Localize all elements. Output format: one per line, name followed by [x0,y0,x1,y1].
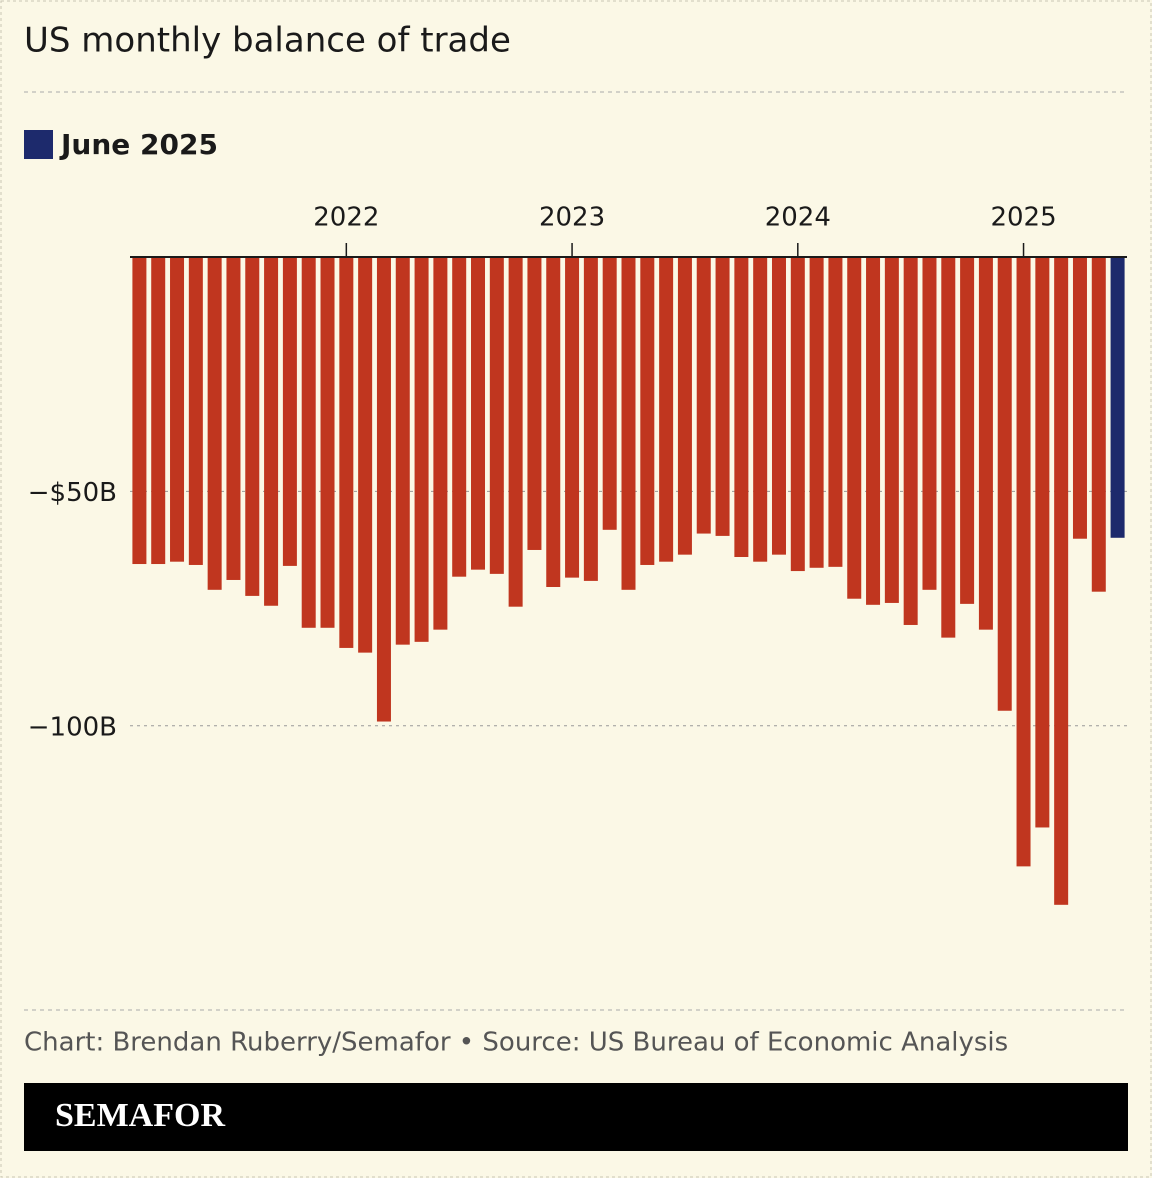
x-tick-label: 2025 [990,203,1056,233]
bar [1016,257,1031,867]
bar [358,257,373,653]
source: Chart: Brendan Ruberry/Semafor • Source:… [24,1028,1008,1058]
bar [395,257,410,645]
bar [677,257,692,555]
bar [790,257,805,572]
chart-title: US monthly balance of trade [24,21,511,61]
bar [583,257,598,581]
brand-bar [24,1083,1128,1151]
bar [809,257,824,568]
brand: SEMAFOR [55,1097,225,1134]
bar [659,257,674,562]
bar [1035,257,1050,828]
bar [978,257,993,630]
x-tick-label: 2023 [539,203,605,233]
bar [508,257,523,607]
bar [884,257,899,603]
bar [1091,257,1106,592]
bar [621,257,636,590]
bar [433,257,448,630]
bar [245,257,260,596]
bar [1110,257,1125,538]
bar [1072,257,1087,539]
bar [997,257,1012,711]
y-tick-label: −$50B [28,478,117,508]
bar [903,257,918,625]
bar [320,257,335,628]
bar [828,257,843,567]
bar [546,257,561,587]
bar [414,257,429,642]
y-tick-label: −100B [28,712,117,742]
bar [734,257,749,557]
bar [866,257,881,605]
bar [715,257,730,536]
bar [264,257,279,606]
bar [282,257,297,566]
bar [753,257,768,562]
bar [527,257,542,550]
bar [489,257,504,574]
bar [339,257,354,648]
legend-label: June 2025 [59,128,218,161]
bar [640,257,655,565]
bar [170,257,185,562]
bar [151,257,166,565]
bar [188,257,203,565]
bar [960,257,975,604]
bar [226,257,241,580]
bar [132,257,147,565]
bar [696,257,711,534]
bar [771,257,786,555]
bar [1054,257,1069,905]
bar [207,257,222,590]
bar [301,257,316,628]
x-tick-label: 2024 [765,203,831,233]
bar [565,257,580,578]
bar [847,257,862,599]
legend-swatch [24,130,53,159]
bar [376,257,391,722]
x-tick-label: 2022 [313,203,379,233]
bar [922,257,937,590]
bar [941,257,956,638]
bar [452,257,467,577]
bar [602,257,617,530]
bar [471,257,486,570]
